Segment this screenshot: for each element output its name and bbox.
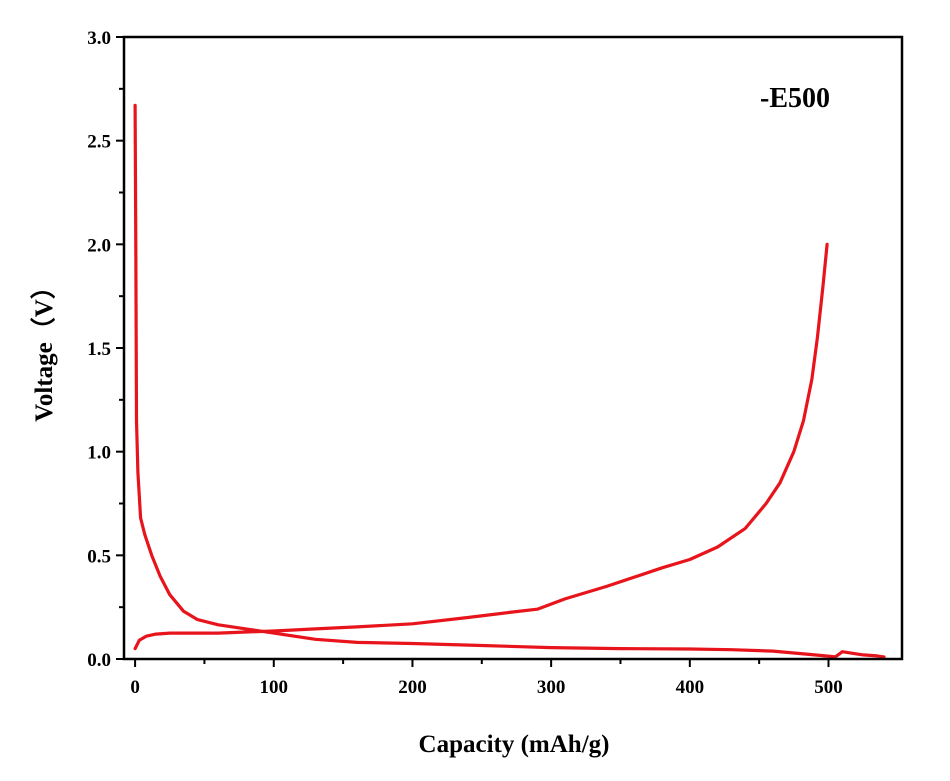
axis-tick-labels: 0 100 200 300 400 500 0.0 0.5 1.0 1.5 2.0 2.5 3.0: [87, 28, 842, 698]
plot-frame: [122, 35, 904, 661]
x-axis-title: Capacity (mAh/g): [419, 731, 610, 758]
y-axis-title: Voltage（V）: [29, 274, 58, 422]
x-tick-label: 0: [130, 677, 140, 698]
y-tick-label: 0.5: [87, 546, 111, 567]
y-tick-label: 2.0: [87, 235, 111, 256]
x-tick-label: 300: [537, 677, 566, 698]
x-tick-label: 200: [398, 677, 427, 698]
axis-ticks: [116, 36, 830, 667]
x-tick-label: 100: [260, 677, 289, 698]
y-tick-label: 1.0: [87, 443, 111, 464]
x-tick-label: 500: [814, 677, 843, 698]
y-tick-label: 3.0: [87, 28, 111, 49]
x-tick-label: 400: [676, 677, 705, 698]
annotation-label: -E500: [760, 83, 830, 114]
y-tick-label: 0.0: [87, 650, 111, 671]
charge-curve: [133, 242, 829, 651]
data-series: [133, 103, 886, 659]
discharge-curve: [133, 103, 886, 659]
y-tick-label: 1.5: [87, 339, 111, 360]
y-tick-label: 2.5: [87, 132, 111, 153]
